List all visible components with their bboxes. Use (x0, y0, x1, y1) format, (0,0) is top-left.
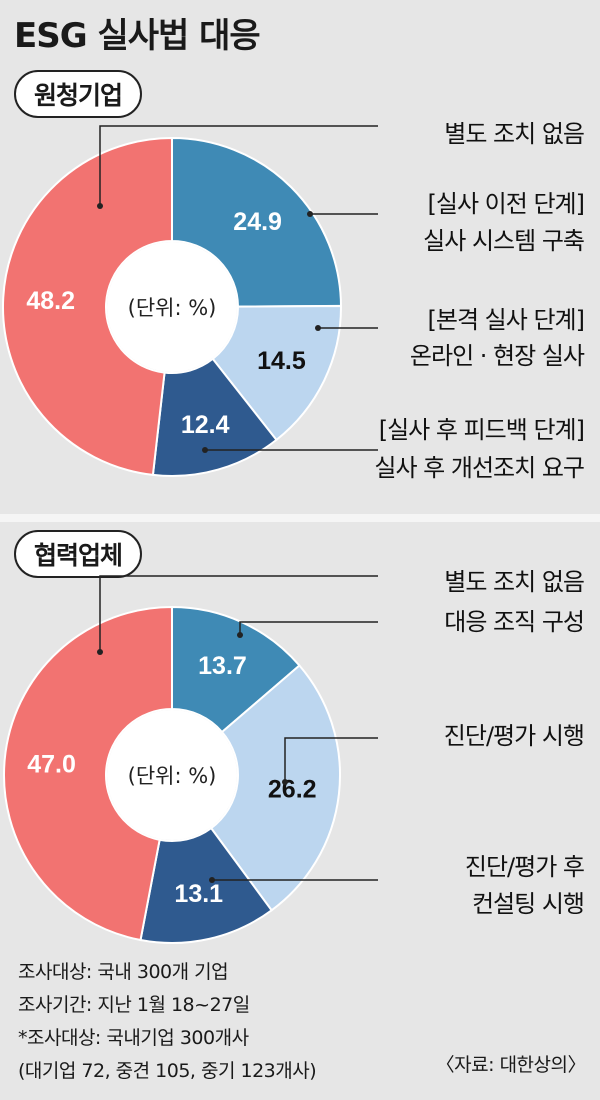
donut-chart-contractor: 24.9 14.5 12.4 48.2 (단위: %) 별도 조치 없음 [실사 이전 단계… (2, 120, 586, 482)
source-credit: 〈자료: 대한상의〉 (435, 1054, 587, 1076)
legend-label: [실사 후 피드백 단계] (379, 416, 584, 444)
donut-slice (3, 605, 173, 942)
legend-label: 별도 조치 없음 (444, 568, 584, 596)
unit-label: (단위: %) (128, 764, 217, 788)
unit-label: (단위: %) (128, 296, 217, 320)
donut-slice (209, 664, 341, 912)
legend-label: 실사 후 개선조치 요구 (374, 454, 584, 482)
donut-slice (171, 136, 343, 308)
note-line: (대기업 72, 중견 105, 중기 123개사) (18, 1060, 317, 1082)
legend-label: 컨설팅 시행 (472, 890, 584, 918)
legend-label: 진단/평가 후 (465, 853, 584, 881)
section-label-supplier: 협력업체 (14, 530, 143, 578)
slice-value-label: 24.9 (233, 208, 282, 236)
legend-label: 진단/평가 시행 (444, 722, 584, 750)
legend-leader-line (99, 575, 378, 652)
legend-leader-line (99, 125, 378, 206)
legend-label: [실사 이전 단계] (428, 190, 584, 218)
slice-value-label: 12.4 (181, 411, 230, 439)
slice-value-label: 47.0 (27, 751, 76, 779)
donut-slice (171, 605, 301, 734)
chart-title: ESG 실사법 대응 (14, 16, 261, 56)
slice-value-label: 48.2 (26, 287, 75, 315)
note-line: 조사대상: 국내 300개 기업 (18, 961, 229, 983)
legend-label: 별도 조치 없음 (444, 120, 584, 148)
donut-hole (107, 710, 237, 840)
slice-value-label: 13.7 (198, 652, 247, 680)
donut-slice (211, 304, 342, 442)
legend-label: [본격 실사 단계] (428, 306, 584, 334)
legend-label: 대응 조직 구성 (444, 608, 584, 636)
slice-value-label: 13.1 (174, 880, 223, 908)
legend-label: 실사 시스템 구축 (423, 227, 584, 255)
slice-value-label: 14.5 (257, 347, 306, 375)
legend-label: 온라인 · 현장 실사 (410, 342, 585, 370)
section-label-contractor: 원청기업 (14, 70, 143, 118)
note-line: *조사대상: 국내기업 300개사 (18, 1027, 249, 1049)
section-divider (0, 514, 600, 522)
slice-value-label: 26.2 (268, 776, 317, 804)
survey-notes: 조사대상: 국내 300개 기업 조사기간: 지난 1월 18~27일 *조사대… (18, 956, 317, 1088)
donut-hole (107, 242, 237, 372)
legend-leader-line (239, 621, 378, 635)
legend-leader-line (284, 737, 378, 782)
donut-slice (151, 357, 278, 477)
note-line: 조사기간: 지난 1월 18~27일 (18, 994, 250, 1016)
